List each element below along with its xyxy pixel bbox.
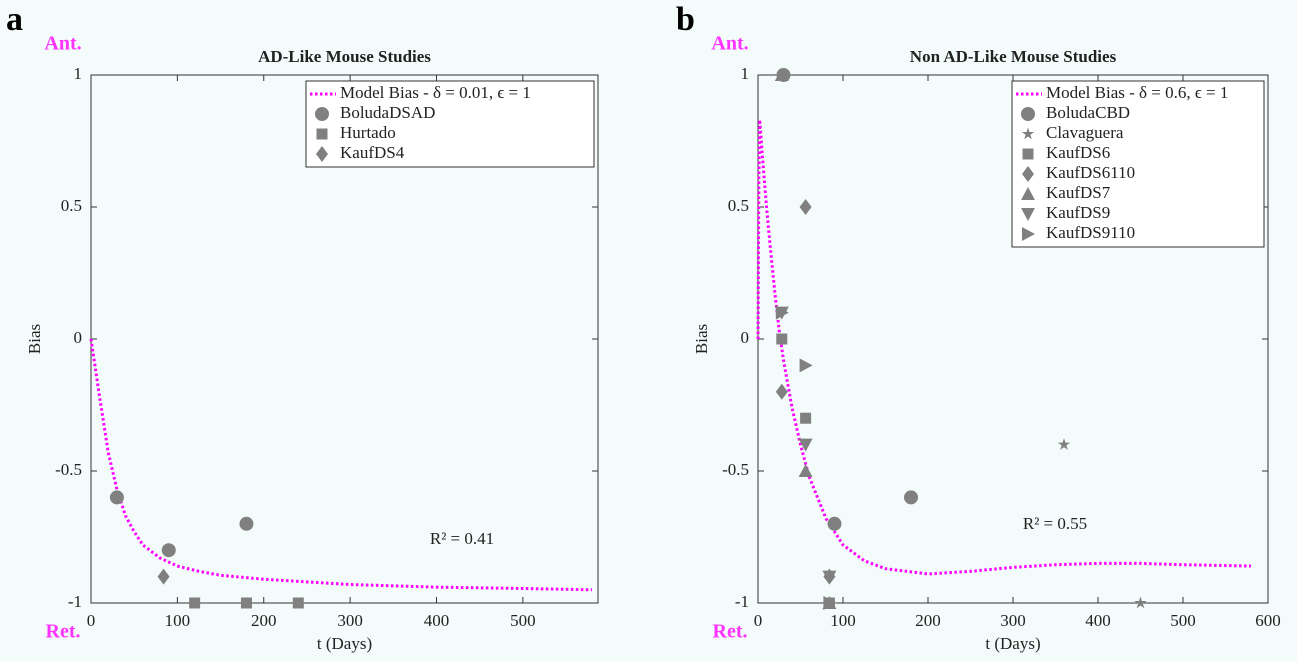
x-tick-label: 600 [1255,611,1281,630]
legend-swatch [316,128,328,140]
marker [157,568,170,585]
y-tick-label: -1 [68,592,82,611]
y-tick-label: -1 [735,592,749,611]
x-tick-label: 500 [1170,611,1196,630]
x-tick-label: 0 [87,611,96,630]
marker [239,516,254,531]
marker [109,490,124,505]
legend-label: Model Bias - δ = 0.01, ϵ = 1 [340,83,531,102]
panel: 0 100 200 300 400 500 -1 -0.5 0 0.5 1 AD-Like Mouse… [6,1,599,653]
panel-letter: b [676,1,695,38]
legend-label: KaufDS9110 [1046,223,1135,242]
top-label: Ant. [711,33,748,55]
legend-swatch [1021,107,1035,121]
y-tick-label: 1 [741,64,750,83]
legend-swatch [1021,208,1035,221]
y-axis-label: Bias [25,324,44,354]
marker [1134,596,1147,609]
y-tick-label: -0.5 [722,460,749,479]
legend-label: KaufDS6 [1046,143,1110,162]
legend-label: KaufDS9 [1046,203,1110,222]
x-tick-label: 500 [510,611,536,630]
marker [823,596,837,610]
x-tick-label: 200 [251,611,277,630]
legend-swatch [316,146,328,162]
x-tick-label: 0 [754,611,763,630]
legend-label: BoludaCBD [1046,103,1130,122]
y-tick-label: 0 [741,328,750,347]
x-tick-label: 200 [915,611,941,630]
marker [775,305,789,320]
marker [800,412,812,424]
marker [799,358,813,373]
x-tick-label: 300 [337,611,363,630]
annotation: R² = 0.41 [430,529,494,548]
annotation: R² = 0.55 [1023,514,1087,533]
x-axis-label: t (Days) [317,634,372,653]
x-axis-label: t (Days) [985,634,1040,653]
panel-letter: a [6,1,23,38]
legend-label: KaufDS7 [1046,183,1111,202]
marker [904,490,918,505]
x-tick-label: 400 [1085,611,1111,630]
marker [775,383,788,400]
legend-swatch [1022,227,1035,241]
chart-title: AD-Like Mouse Studies [258,47,431,66]
panel: 0 100 200 300 400 500 600 -1 -0.5 0 0.5 1 Non AD-Lik… [676,1,1281,653]
marker [776,333,788,345]
legend-label: Model Bias - δ = 0.6, ϵ = 1 [1046,83,1228,102]
marker [798,438,813,452]
legend-label: KaufDS4 [340,143,405,162]
x-tick-label: 300 [1000,611,1026,630]
marker [798,464,813,477]
y-tick-label: 1 [74,64,83,83]
legend-label: Clavaguera [1046,123,1124,142]
bottom-label: Ret. [713,621,748,643]
legend-label: KaufDS6110 [1046,163,1135,182]
legend-swatch [1021,187,1035,200]
marker [822,570,837,584]
y-tick-label: 0.5 [61,196,82,215]
marker [240,597,252,609]
marker [292,597,304,609]
legend [305,80,595,168]
bottom-label: Ret. [46,621,81,643]
legend-swatch [1021,127,1035,140]
legend-swatch [1022,166,1034,182]
marker [1057,438,1071,450]
x-tick-label: 100 [830,611,856,630]
legend-label: Hurtado [340,123,396,142]
legend-label: BoludaDSAD [340,103,435,122]
marker [774,68,789,81]
y-axis-label: Bias [692,324,711,354]
y-tick-label: -0.5 [55,460,82,479]
marker [189,597,201,609]
legend [1011,80,1265,248]
chart-title: Non AD-Like Mouse Studies [910,47,1117,66]
y-tick-label: 0 [74,328,83,347]
marker [161,543,176,558]
legend-swatch [1022,148,1034,160]
x-tick-label: 100 [165,611,191,630]
legend-swatch [315,107,329,121]
marker [799,199,812,215]
top-label: Ant. [44,33,81,55]
model-line [89,338,592,592]
model-line [756,119,1252,576]
x-tick-label: 400 [424,611,450,630]
marker [827,516,842,531]
y-tick-label: 0.5 [728,196,749,215]
